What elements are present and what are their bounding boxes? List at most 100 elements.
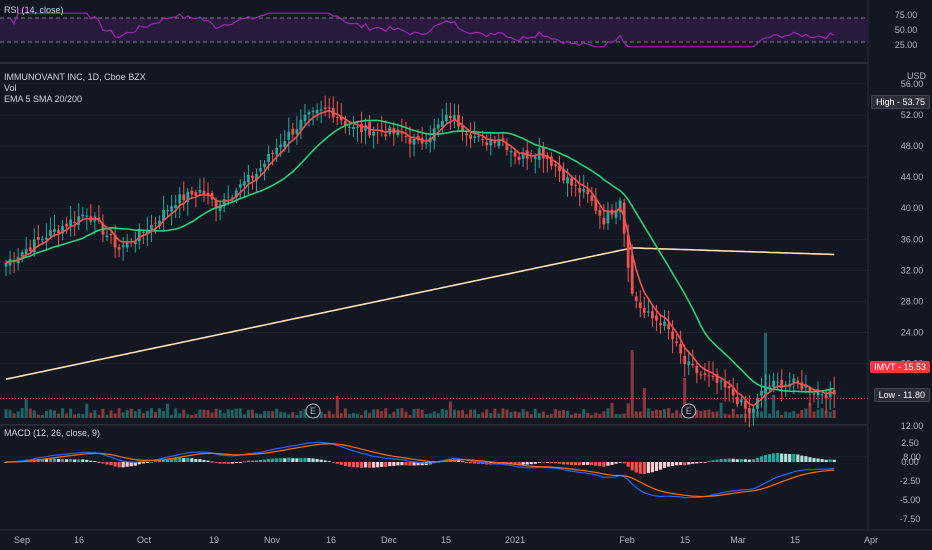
macd-histogram-bar xyxy=(743,459,747,462)
macd-histogram-bar xyxy=(178,457,182,462)
volume-bar xyxy=(287,414,291,418)
candle-body xyxy=(190,190,194,195)
candle-body xyxy=(57,230,60,234)
macd-histogram-bar xyxy=(242,461,246,463)
volume-bar xyxy=(166,403,170,418)
macd-tick-label-1: 0.00 xyxy=(901,457,919,467)
candle-body xyxy=(691,363,695,366)
volume-bar xyxy=(246,409,250,418)
volume-bar xyxy=(452,409,456,418)
candle xyxy=(545,152,549,173)
candle xyxy=(517,152,521,165)
candle-body xyxy=(457,115,460,127)
candle xyxy=(287,117,291,153)
candle-body xyxy=(170,206,174,212)
macd-histogram-bar xyxy=(606,462,610,466)
candle xyxy=(586,182,590,204)
candle-body xyxy=(711,375,715,377)
macd-histogram-bar xyxy=(48,458,53,462)
sma20-line xyxy=(5,119,835,393)
candle-body xyxy=(602,217,606,225)
candle-body xyxy=(485,142,489,146)
volume-bar xyxy=(234,408,238,418)
candle xyxy=(590,186,594,207)
macd-histogram-bar xyxy=(323,460,327,462)
volume-bar xyxy=(392,411,396,418)
candle-body xyxy=(517,156,521,160)
macd-histogram-bar xyxy=(816,458,820,462)
volume-bar xyxy=(505,409,509,418)
volume-bar xyxy=(594,412,598,418)
volume-bar xyxy=(549,413,553,418)
volume-bar xyxy=(101,408,105,418)
candle xyxy=(57,224,60,248)
macd-histogram-bar xyxy=(654,462,659,471)
macd-histogram-bar xyxy=(311,458,315,462)
candle-body xyxy=(202,190,206,196)
earnings-marker-label-0: E xyxy=(310,406,316,416)
candle-body xyxy=(339,116,343,121)
macd-histogram-bar xyxy=(65,459,69,462)
candle-body xyxy=(356,126,359,128)
candle xyxy=(602,204,606,230)
high-tag: High - 53.75 xyxy=(870,95,930,109)
high-tag-value: 53.75 xyxy=(902,97,925,107)
volume-bar xyxy=(824,410,828,418)
candle xyxy=(392,121,396,146)
volume-bar xyxy=(707,409,711,418)
candle xyxy=(824,388,828,413)
volume-bar xyxy=(832,409,836,418)
volume-bar xyxy=(81,413,85,418)
volume-bar xyxy=(574,413,578,418)
candle xyxy=(218,199,222,221)
candle-body xyxy=(671,331,674,340)
volume-bar xyxy=(618,414,622,418)
candle-body xyxy=(424,142,428,144)
macd-histogram-bar xyxy=(493,462,497,465)
candle-body xyxy=(578,187,582,193)
candle xyxy=(675,334,679,347)
volume-bar xyxy=(654,409,658,418)
volume-bar xyxy=(303,409,307,418)
rsi-tick-label-1: 50.00 xyxy=(895,25,918,35)
candle-body xyxy=(141,231,145,233)
candle-body xyxy=(238,184,242,188)
candle xyxy=(594,187,598,215)
candle-body xyxy=(408,138,412,144)
volume-bar xyxy=(218,409,222,418)
candle xyxy=(174,194,178,219)
macd-histogram-bar xyxy=(327,461,331,462)
volume-bar xyxy=(606,408,610,418)
macd-histogram-bar xyxy=(675,462,679,466)
candle xyxy=(638,290,642,318)
volume-bar xyxy=(73,414,77,418)
macd-histogram-bar xyxy=(808,457,812,462)
volume-bar xyxy=(420,409,424,418)
candle xyxy=(816,381,820,408)
macd-histogram-bar xyxy=(194,458,198,462)
candle-body xyxy=(65,223,68,227)
high-tag-label: High xyxy=(875,97,895,107)
time-axis-label-3: 19 xyxy=(209,535,219,545)
candle-body xyxy=(723,381,727,388)
rsi-tick-label-0: 75.00 xyxy=(895,10,918,20)
candle xyxy=(85,208,89,231)
candle xyxy=(158,215,161,230)
volume-bar xyxy=(4,409,8,418)
macd-histogram-bar xyxy=(658,462,663,470)
macd-histogram-bar xyxy=(186,457,190,462)
candle-body xyxy=(461,125,464,132)
volume-bar xyxy=(646,408,650,418)
candle-body xyxy=(804,385,808,388)
macd-histogram-bar xyxy=(772,453,776,462)
macd-histogram-bar xyxy=(679,462,683,466)
volume-bar xyxy=(319,411,323,418)
macd-histogram-bar xyxy=(335,462,339,464)
candle xyxy=(804,374,808,394)
time-axis-label-9: Feb xyxy=(619,535,635,545)
candle-body xyxy=(8,259,12,266)
candle xyxy=(198,178,202,196)
volume-bar xyxy=(509,412,513,418)
low-tag-value: 11.80 xyxy=(903,390,925,400)
